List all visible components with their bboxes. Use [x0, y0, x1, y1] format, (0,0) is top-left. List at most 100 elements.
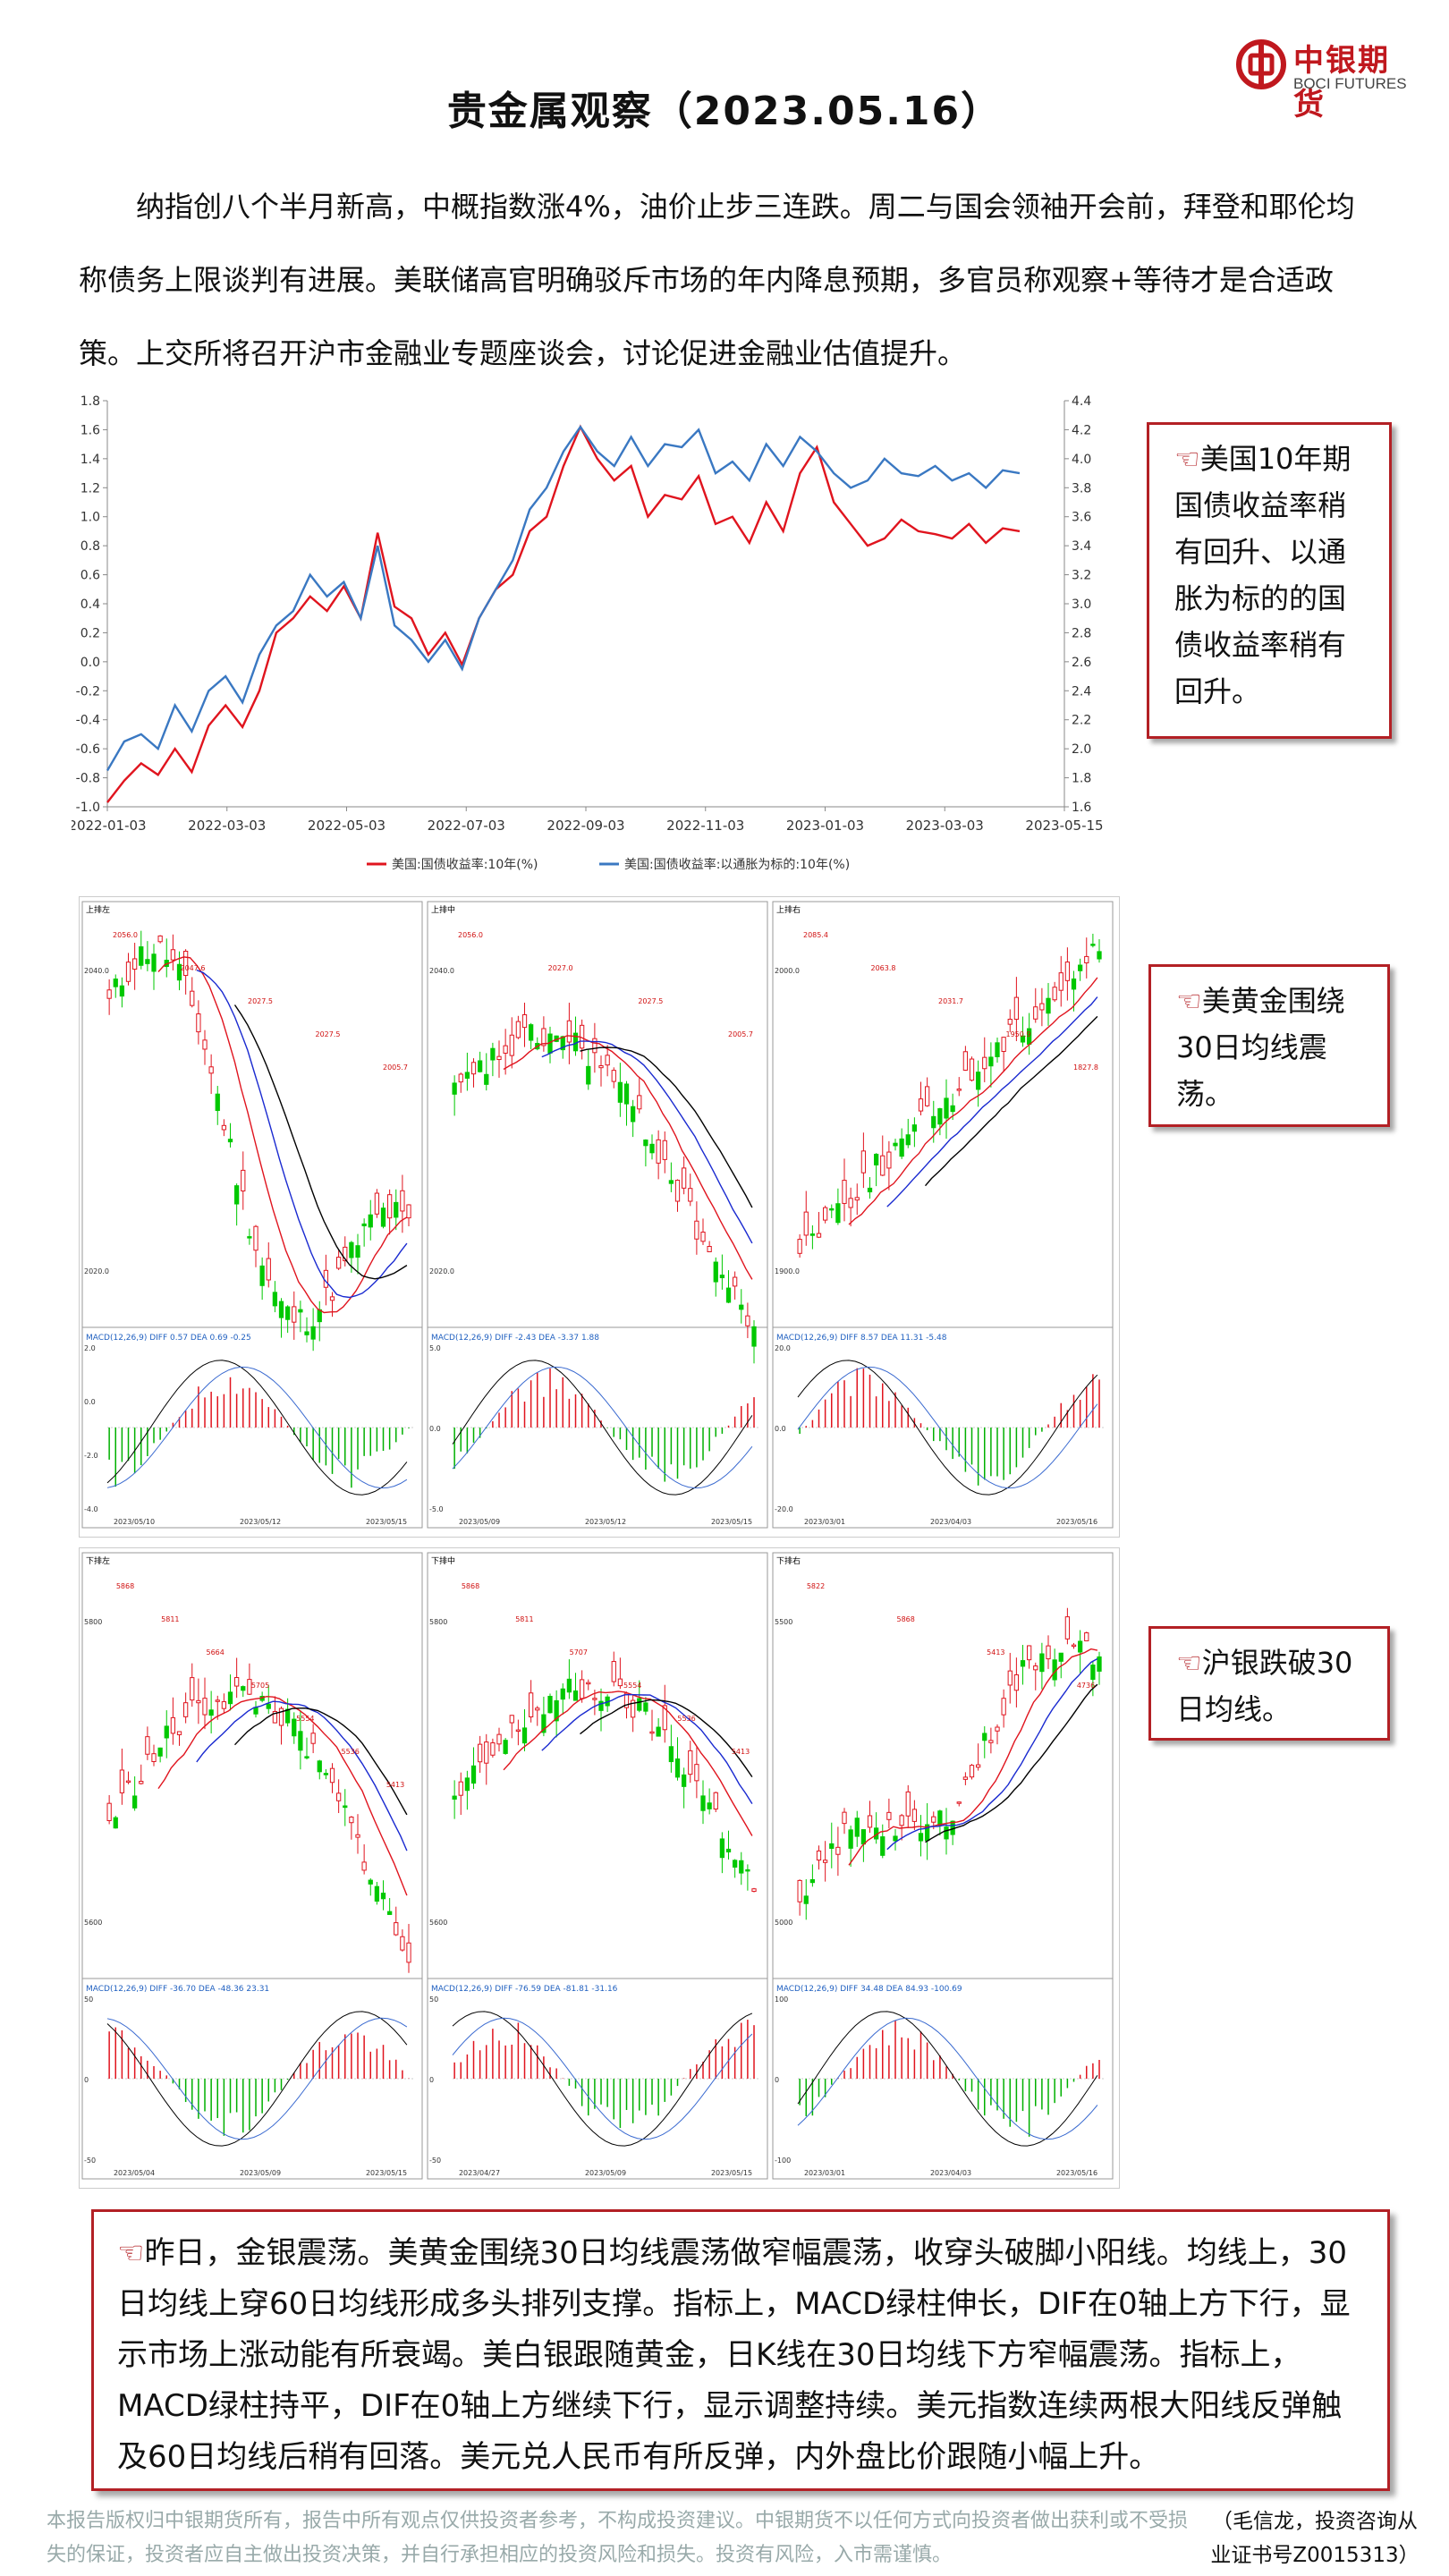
- callout-gold: ☜美黄金围绕30日均线震荡。: [1148, 964, 1390, 1127]
- candle-body: [969, 1765, 975, 1778]
- macd-header: MACD(12,26,9) DIFF 34.48 DEA 84.93 -100.…: [776, 1985, 962, 1994]
- boci-logo-icon: [1236, 39, 1286, 89]
- logo-text-cn: 中银期货: [1293, 43, 1390, 123]
- candle-body: [164, 1725, 169, 1739]
- candle-body: [190, 990, 195, 1006]
- candle-body: [521, 1727, 528, 1744]
- left-tick-label: -0.4: [76, 714, 100, 728]
- candle-body: [950, 1105, 955, 1113]
- candle-body: [631, 1106, 636, 1123]
- candle-body: [119, 1769, 125, 1793]
- candle-body: [253, 1707, 258, 1715]
- dea-line: [106, 2017, 408, 2140]
- author-credit: （毛信龙，投资咨询从业证书号Z0015313）: [1210, 2510, 1419, 2567]
- intro-paragraph: 纳指创八个半月新高，中概指数涨4%，油价止步三连跌。周二与国会领袖开会前，拜登和…: [79, 190, 1355, 370]
- candle-body: [880, 1836, 886, 1856]
- candle-body: [272, 1711, 278, 1724]
- candle-body: [682, 1167, 687, 1189]
- candle-body: [823, 1207, 828, 1221]
- candle-body: [329, 1296, 335, 1301]
- candle-body: [867, 1187, 873, 1193]
- candle-body: [1071, 1644, 1077, 1648]
- ma-long-line: [924, 1015, 1098, 1187]
- price-label: 2027.5: [248, 997, 273, 1005]
- macd-tick-label: -50: [429, 2157, 441, 2165]
- candle-body: [816, 1233, 822, 1238]
- left-tick-label: 0.6: [80, 569, 100, 583]
- series-line-0: [106, 424, 1021, 803]
- x-tick-label: 2023/05/10: [114, 1518, 155, 1526]
- candle-body: [860, 1829, 867, 1845]
- left-tick-label: 1.8: [80, 394, 100, 409]
- candle-body: [227, 1139, 233, 1143]
- candle-body: [139, 946, 144, 966]
- candle-body: [1084, 1632, 1089, 1641]
- right-tick-label: 2.2: [1072, 714, 1091, 728]
- right-tick-label: 2.6: [1072, 656, 1091, 670]
- candle-body: [132, 958, 138, 970]
- candle-body: [931, 1115, 936, 1129]
- x-tick-label: 2023/05/09: [585, 2169, 626, 2177]
- candle-body: [1046, 997, 1051, 1014]
- macd-tick-label: 0: [775, 2076, 779, 2084]
- candle-body: [797, 1879, 802, 1902]
- candle-body: [1064, 1616, 1071, 1640]
- candle-body: [566, 1020, 572, 1043]
- candle-body: [547, 1696, 553, 1714]
- panel-header: 下排左: [86, 1555, 110, 1566]
- silver-chart-panels: [79, 1547, 1120, 2189]
- candle-body: [733, 1276, 738, 1287]
- right-tick-label: 4.0: [1072, 453, 1091, 467]
- right-tick-label: 3.0: [1072, 597, 1091, 612]
- candle-body: [995, 1726, 1000, 1732]
- candle-body: [918, 1098, 924, 1112]
- candle-body: [176, 1731, 182, 1735]
- candle-body: [694, 1764, 699, 1782]
- candle-body: [336, 1257, 342, 1269]
- candle-body: [617, 1081, 623, 1103]
- price-label: 5554: [623, 1682, 641, 1690]
- price-label: 5811: [515, 1615, 533, 1623]
- candle-body: [956, 1801, 962, 1804]
- gold-chart-panels: [79, 896, 1120, 1538]
- candle-body: [598, 1700, 604, 1711]
- price-label: 5413: [732, 1748, 750, 1756]
- candle-body: [995, 1042, 1000, 1057]
- candle-body: [361, 1223, 367, 1226]
- price-label: 1950.9: [1006, 1030, 1031, 1038]
- candle-body: [157, 935, 163, 943]
- x-tick-label: 2023/04/03: [930, 1518, 971, 1526]
- candle-body: [484, 1073, 489, 1085]
- right-tick-label: 1.6: [1072, 801, 1091, 815]
- price-label: 2005.7: [383, 1063, 408, 1072]
- candle-body: [668, 1746, 674, 1763]
- dea-line: [797, 1366, 1098, 1489]
- candle-body: [592, 1698, 597, 1700]
- macd-tick-label: 0: [429, 2076, 434, 2084]
- y-tick-label: 5600: [84, 1919, 102, 1927]
- candle-body: [835, 1846, 841, 1855]
- candle-body: [656, 1726, 661, 1737]
- candle-body: [586, 1065, 591, 1085]
- candle-body: [400, 1936, 405, 1951]
- candle-body: [247, 1679, 252, 1695]
- candle-body: [725, 1848, 732, 1852]
- left-tick-label: 1.4: [80, 453, 100, 467]
- candle-body: [739, 1304, 744, 1310]
- candle-body: [343, 1805, 348, 1809]
- dea-line: [797, 2017, 1098, 2140]
- candle-body: [637, 1698, 642, 1711]
- x-tick-label: 2023/04/03: [930, 2169, 971, 2177]
- macd-tick-label: 5.0: [429, 1344, 441, 1352]
- candle-body: [803, 1895, 809, 1904]
- candle-body: [113, 1817, 118, 1829]
- left-tick-label: -0.8: [76, 772, 100, 786]
- candle-body: [458, 1073, 463, 1083]
- left-tick-label: 0.8: [80, 539, 100, 554]
- dif-line: [106, 1360, 408, 1496]
- candle-body: [317, 1309, 322, 1323]
- candle-body: [374, 1192, 380, 1215]
- candle-body: [982, 1733, 987, 1741]
- price-label: 2005.7: [728, 1030, 753, 1038]
- candle-body: [406, 1942, 411, 1963]
